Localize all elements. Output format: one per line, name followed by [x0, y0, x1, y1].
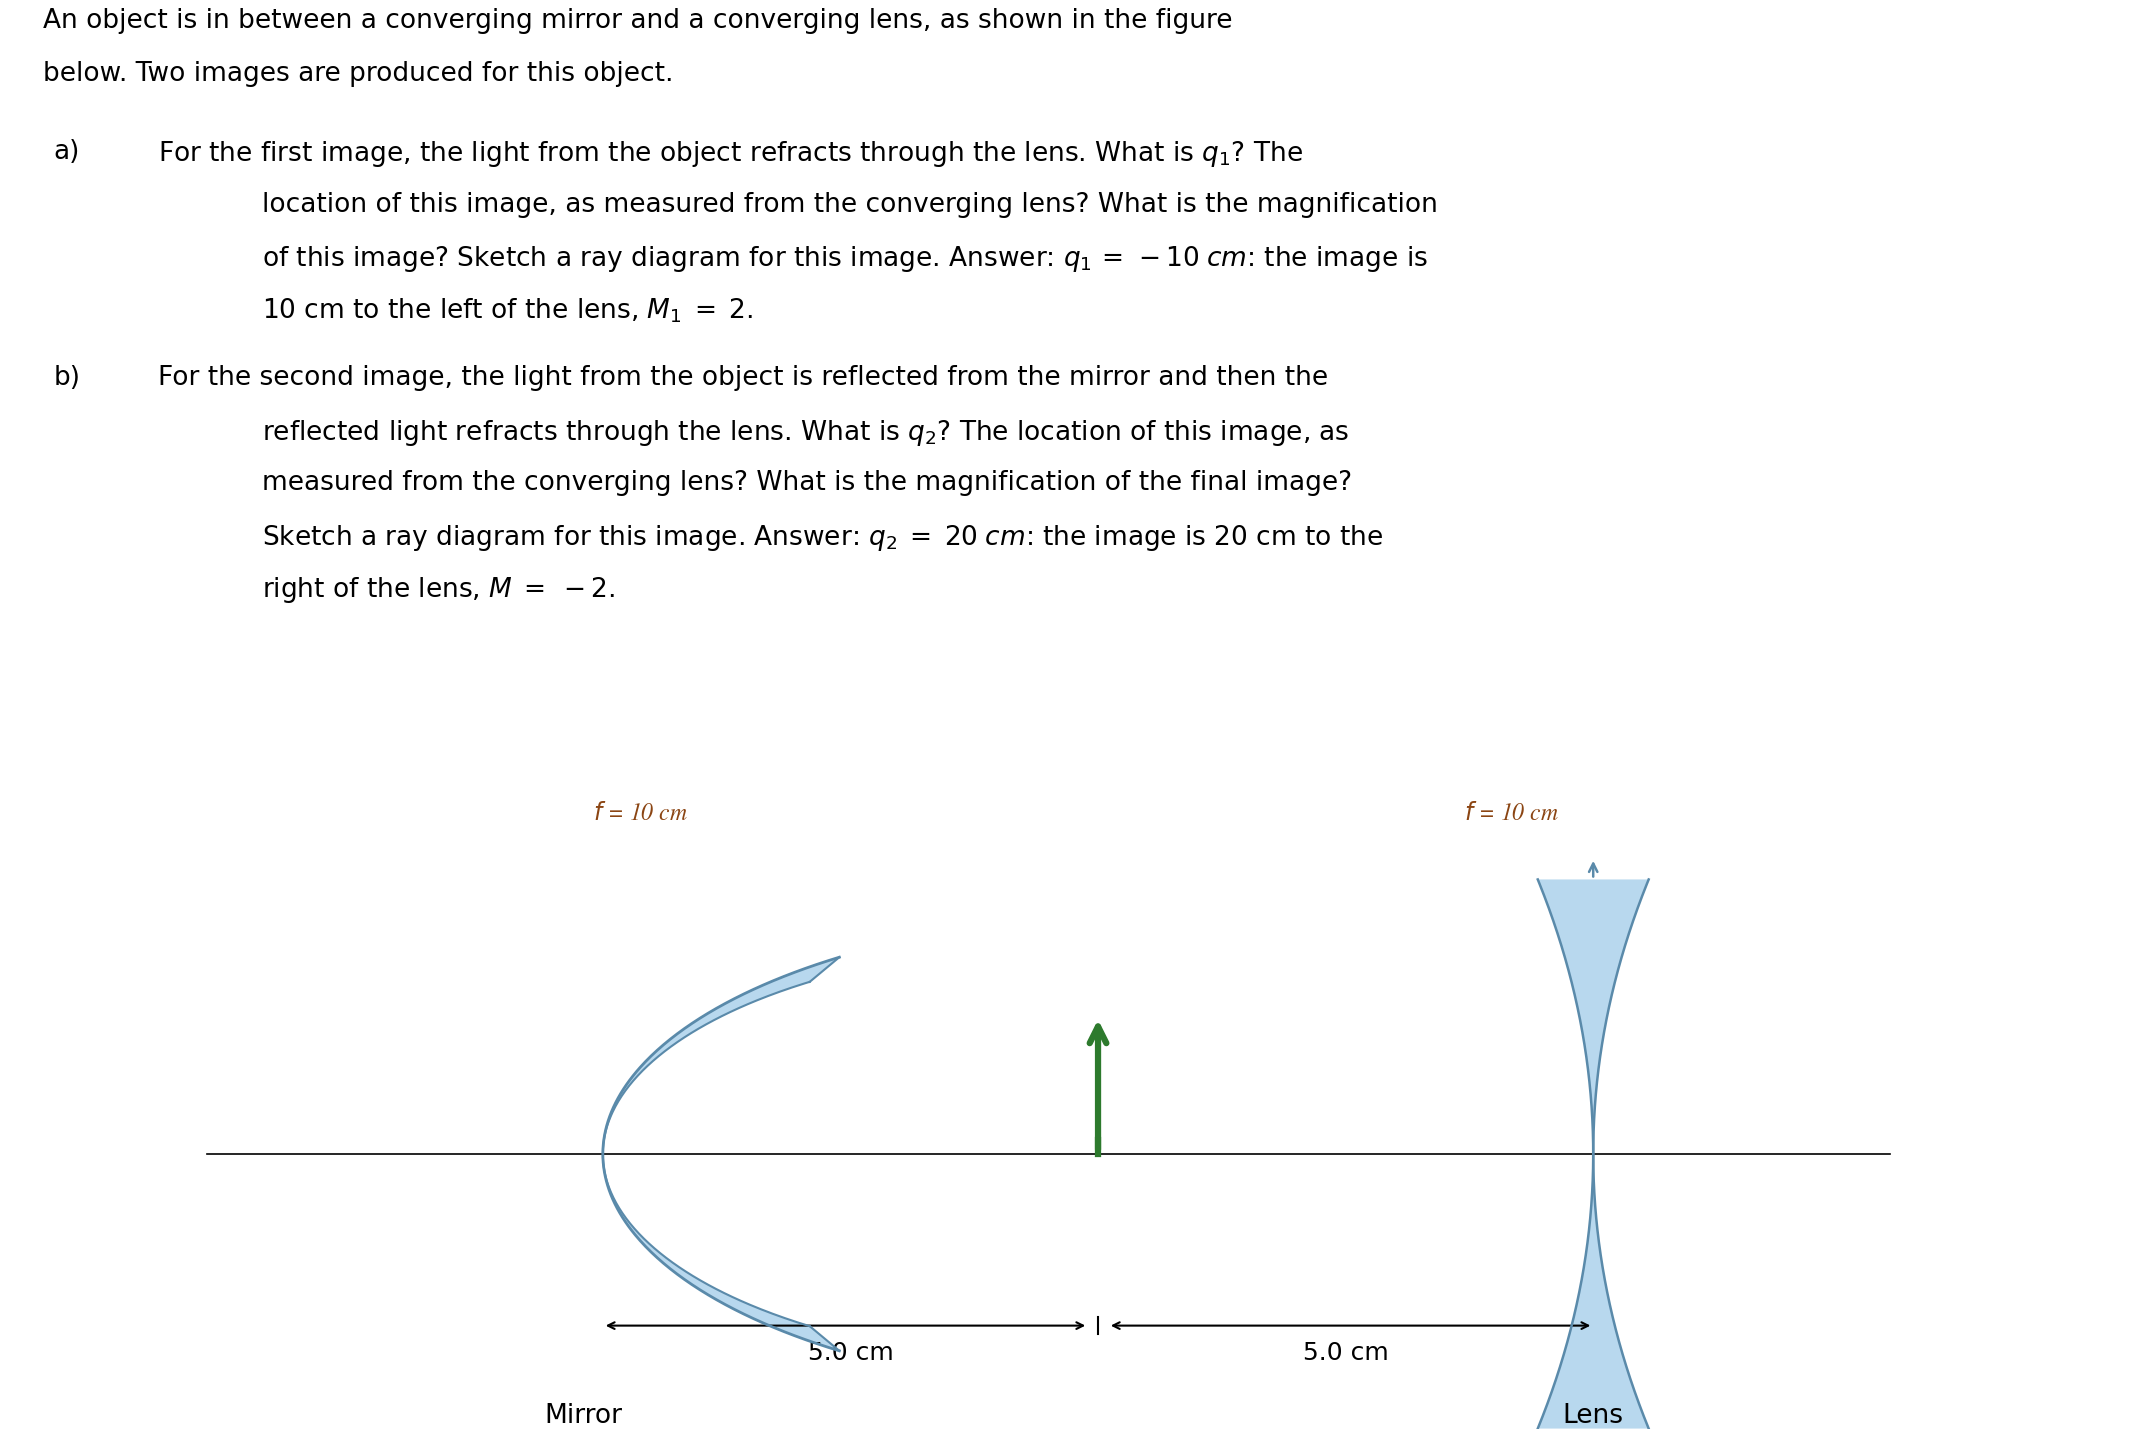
Text: $f$ = 10 cm: $f$ = 10 cm: [592, 802, 687, 825]
Text: 5.0 cm: 5.0 cm: [807, 1341, 893, 1365]
Text: Lens: Lens: [1563, 1403, 1623, 1429]
Text: location of this image, as measured from the converging lens? What is the magnif: location of this image, as measured from…: [263, 192, 1438, 218]
Text: $f$ = 10 cm: $f$ = 10 cm: [1464, 802, 1559, 825]
Text: reflected light refracts through the lens. What is $q_2$? The location of this i: reflected light refracts through the len…: [263, 418, 1350, 447]
Polygon shape: [1537, 879, 1649, 1429]
Text: An object is in between a converging mirror and a converging lens, as shown in t: An object is in between a converging mir…: [43, 9, 1232, 35]
Polygon shape: [603, 957, 840, 1351]
Text: measured from the converging lens? What is the magnification of the final image?: measured from the converging lens? What …: [263, 470, 1352, 496]
Text: 10 cm to the left of the lens, $M_1\;=\;2$.: 10 cm to the left of the lens, $M_1\;=\;…: [263, 297, 754, 326]
Text: 5.0 cm: 5.0 cm: [1303, 1341, 1389, 1365]
Text: Mirror: Mirror: [545, 1403, 622, 1429]
Text: b): b): [54, 365, 80, 391]
Text: For the first image, the light from the object refracts through the lens. What i: For the first image, the light from the …: [157, 140, 1303, 169]
Text: right of the lens, $M\;=\;-2$.: right of the lens, $M\;=\;-2$.: [263, 576, 616, 606]
Text: a): a): [54, 140, 80, 166]
Text: Sketch a ray diagram for this image. Answer: $q_2\;=\;20\;cm$: the image is 20 c: Sketch a ray diagram for this image. Ans…: [263, 522, 1384, 553]
Text: below. Two images are produced for this object.: below. Two images are produced for this …: [43, 61, 674, 87]
Text: For the second image, the light from the object is reflected from the mirror and: For the second image, the light from the…: [157, 365, 1328, 391]
Text: of this image? Sketch a ray diagram for this image. Answer: $q_1\,=\,-10\;cm$: t: of this image? Sketch a ray diagram for …: [263, 244, 1427, 274]
